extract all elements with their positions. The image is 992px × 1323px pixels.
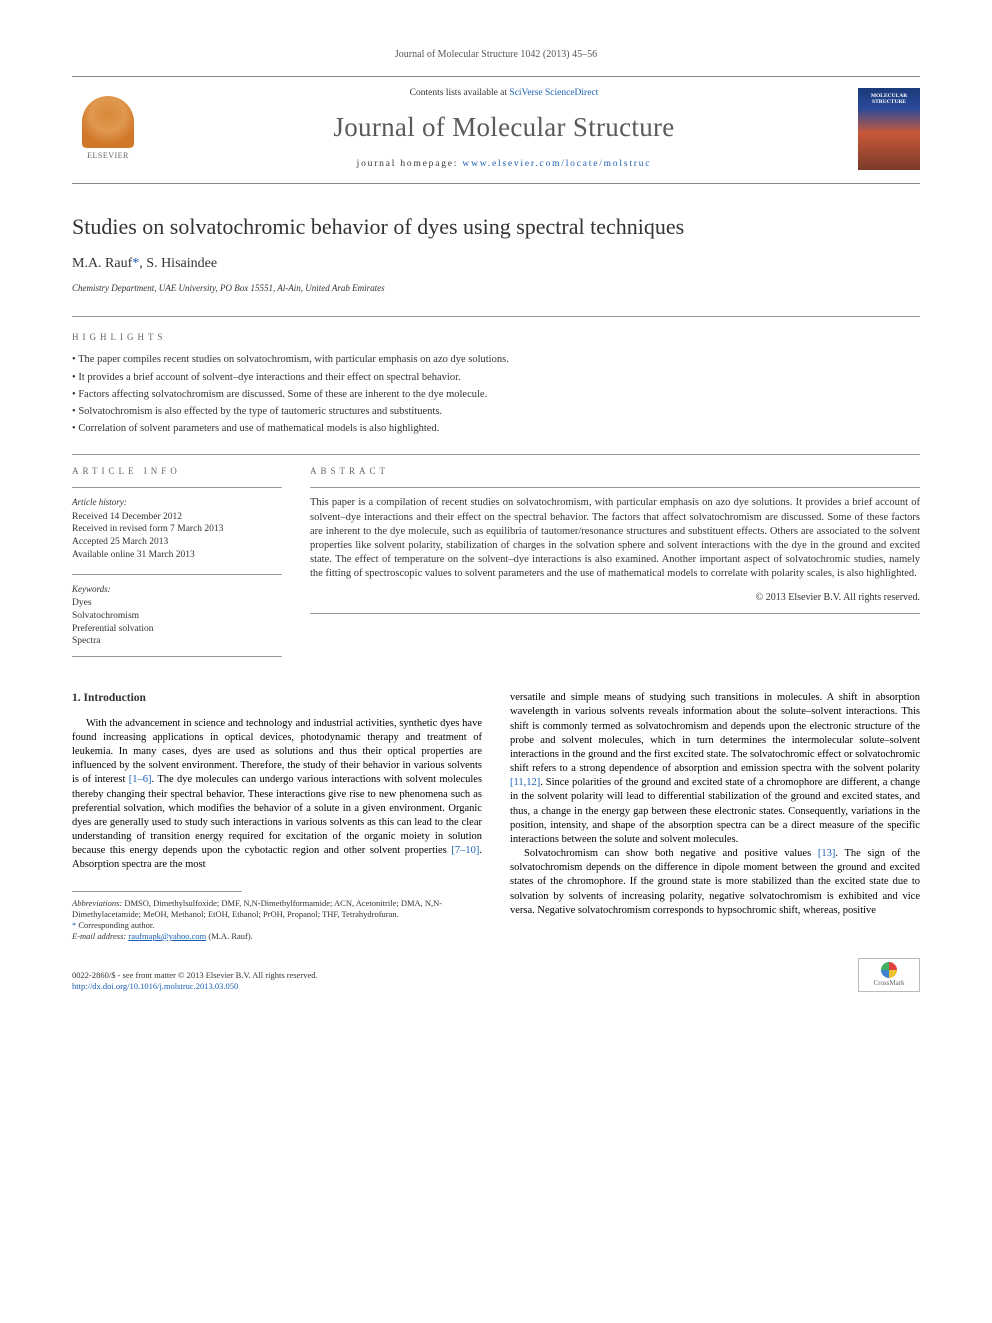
body-paragraph: With the advancement in science and tech… <box>72 717 482 873</box>
keyword: Preferential solvation <box>72 623 282 636</box>
divider <box>72 574 282 575</box>
abbreviations-footnote: Abbreviations: DMSO, Dimethylsulfoxide; … <box>72 898 482 920</box>
highlight-item: The paper compiles recent studies on sol… <box>72 353 920 367</box>
article-info-column: ARTICLE INFO Article history: Received 1… <box>72 455 282 665</box>
elsevier-logo[interactable]: ELSEVIER <box>72 89 144 169</box>
elsevier-label: ELSEVIER <box>87 151 129 162</box>
authors-line: M.A. Rauf*, S. Hisaindee <box>72 255 920 274</box>
highlight-item: Factors affecting solvatochromism are di… <box>72 388 920 402</box>
article-info-label: ARTICLE INFO <box>72 465 282 477</box>
author-1[interactable]: M.A. Rauf <box>72 256 132 271</box>
elsevier-tree-icon <box>82 96 134 148</box>
section-heading-introduction: 1. Introduction <box>72 691 482 707</box>
journal-cover-thumbnail[interactable]: MOLECULAR STRUCTURE <box>858 88 920 170</box>
email-link[interactable]: raufmapk@yahoo.com <box>128 931 206 941</box>
corresponding-author-footnote: * Corresponding author. <box>72 920 482 931</box>
highlight-item: Solvatochromism is also effected by the … <box>72 405 920 419</box>
divider <box>72 487 282 488</box>
highlights-list: The paper compiles recent studies on sol… <box>72 353 920 436</box>
crossmark-icon <box>881 962 897 978</box>
abstract-column: ABSTRACT This paper is a compilation of … <box>310 455 920 665</box>
reference-link[interactable]: [11,12] <box>510 777 540 788</box>
history-line: Received in revised form 7 March 2013 <box>72 523 282 536</box>
header-center: Contents lists available at SciVerse Sci… <box>160 87 848 171</box>
crossmark-label: CrossMark <box>873 979 904 988</box>
history-line: Available online 31 March 2013 <box>72 549 282 562</box>
divider <box>72 316 920 317</box>
info-abstract-row: ARTICLE INFO Article history: Received 1… <box>72 455 920 665</box>
abstract-label: ABSTRACT <box>310 465 920 477</box>
crossmark-badge[interactable]: CrossMark <box>858 958 920 992</box>
divider <box>310 613 920 614</box>
journal-citation: Journal of Molecular Structure 1042 (201… <box>72 48 920 62</box>
divider <box>72 656 282 657</box>
journal-name: Journal of Molecular Structure <box>160 109 848 145</box>
keyword: Spectra <box>72 635 282 648</box>
keywords-heading: Keywords: <box>72 583 282 595</box>
keyword: Dyes <box>72 597 282 610</box>
bottom-bar: 0022-2860/$ - see front matter © 2013 El… <box>72 958 920 992</box>
sciencedirect-link[interactable]: SciVerse ScienceDirect <box>509 88 598 98</box>
reference-link[interactable]: [1–6] <box>129 774 152 785</box>
reference-link[interactable]: [7–10] <box>451 845 479 856</box>
body-paragraph: versatile and simple means of studying s… <box>510 691 920 847</box>
homepage-line: journal homepage: www.elsevier.com/locat… <box>160 158 848 171</box>
body-paragraph: Solvatochromism can show both negative a… <box>510 847 920 918</box>
affiliation: Chemistry Department, UAE University, PO… <box>72 282 920 294</box>
body-columns: 1. Introduction With the advancement in … <box>72 691 920 942</box>
doi-link[interactable]: http://dx.doi.org/10.1016/j.molstruc.201… <box>72 981 238 991</box>
author-2[interactable]: S. Hisaindee <box>146 256 217 271</box>
bottom-left: 0022-2860/$ - see front matter © 2013 El… <box>72 970 318 992</box>
history-line: Accepted 25 March 2013 <box>72 536 282 549</box>
cover-label: MOLECULAR STRUCTURE <box>861 93 917 105</box>
history-heading: Article history: <box>72 496 282 508</box>
highlight-item: It provides a brief account of solvent–d… <box>72 371 920 385</box>
reference-link[interactable]: [13] <box>818 848 836 859</box>
copyright-line: © 2013 Elsevier B.V. All rights reserved… <box>310 591 920 605</box>
highlight-item: Correlation of solvent parameters and us… <box>72 422 920 436</box>
contents-available-line: Contents lists available at SciVerse Sci… <box>160 87 848 100</box>
issn-line: 0022-2860/$ - see front matter © 2013 El… <box>72 970 318 981</box>
article-title: Studies on solvatochromic behavior of dy… <box>72 212 920 242</box>
homepage-prefix: journal homepage: <box>357 159 463 169</box>
footnote-rule <box>72 891 242 892</box>
body-column-left: 1. Introduction With the advancement in … <box>72 691 482 942</box>
highlights-label: HIGHLIGHTS <box>72 331 920 343</box>
contents-prefix: Contents lists available at <box>410 88 510 98</box>
email-footnote: E-mail address: raufmapk@yahoo.com (M.A.… <box>72 931 482 942</box>
body-column-right: versatile and simple means of studying s… <box>510 691 920 942</box>
journal-header: ELSEVIER Contents lists available at Sci… <box>72 76 920 184</box>
history-line: Received 14 December 2012 <box>72 511 282 524</box>
homepage-link[interactable]: www.elsevier.com/locate/molstruc <box>462 159 651 169</box>
abstract-text: This paper is a compilation of recent st… <box>310 496 920 581</box>
keyword: Solvatochromism <box>72 610 282 623</box>
footnotes: Abbreviations: DMSO, Dimethylsulfoxide; … <box>72 898 482 942</box>
